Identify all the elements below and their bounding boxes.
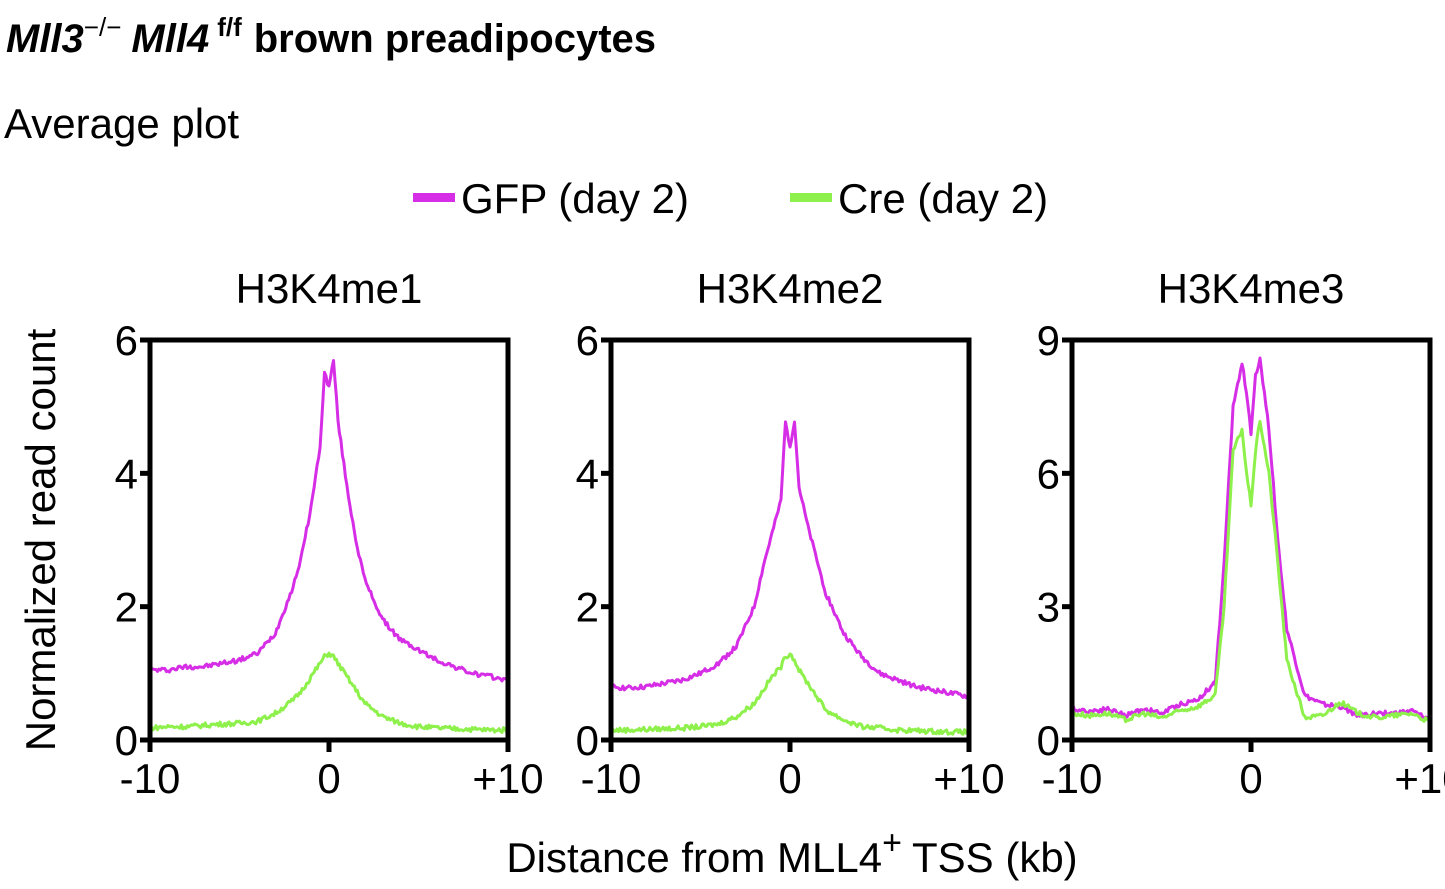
y-tick-label: 6 <box>115 317 138 364</box>
title-rest: brown preadipocytes <box>254 17 656 61</box>
x-tick-label: -10 <box>1042 755 1103 802</box>
title-gene2: Mll4 <box>131 17 209 61</box>
x-tick-label: +10 <box>1394 755 1445 802</box>
y-tick-label: 2 <box>576 584 599 631</box>
x-tick-label: -10 <box>120 755 181 802</box>
y-tick-label: 6 <box>576 317 599 364</box>
panel-title: H3K4me3 <box>1158 265 1345 312</box>
plot-frame <box>608 337 972 743</box>
x-tick-label: 0 <box>317 755 340 802</box>
x-axis-label: Distance from MLL4+ TSS (kb) <box>506 824 1077 881</box>
x-tick-label: -10 <box>581 755 642 802</box>
panel-title: H3K4me1 <box>236 265 423 312</box>
y-tick-label: 6 <box>1037 450 1060 497</box>
y-tick-label: 4 <box>576 450 599 497</box>
x-axis-label-sup: + <box>882 824 902 862</box>
y-axis-label: Normalized read count <box>17 328 64 751</box>
x-tick-label: +10 <box>472 755 543 802</box>
y-tick-label: 0 <box>115 717 138 764</box>
plot-frame <box>147 337 511 743</box>
subtitle: Average plot <box>4 100 239 147</box>
y-tick-label: 0 <box>576 717 599 764</box>
series-line-gfp <box>148 359 510 683</box>
x-tick-label: 0 <box>778 755 801 802</box>
title-sup2: f/f <box>217 12 242 42</box>
x-axis-label-main: Distance from MLL4 <box>506 834 882 881</box>
legend-swatch-gfp <box>413 193 455 202</box>
panel-title: H3K4me2 <box>697 265 884 312</box>
series-line-gfp <box>1071 356 1431 722</box>
series-line-cre <box>609 652 971 736</box>
y-tick-label: 2 <box>115 584 138 631</box>
series-line-cre <box>149 651 510 734</box>
legend-label-gfp: GFP (day 2) <box>461 175 689 222</box>
legend-swatch-cre <box>790 193 832 202</box>
legend-label-cre: Cre (day 2) <box>838 175 1048 222</box>
figure-title: Mll3−/− Mll4 f/f brown preadipocytes <box>6 12 656 61</box>
plot-frame <box>1069 337 1433 743</box>
y-tick-label: 3 <box>1037 584 1060 631</box>
series-line-gfp <box>610 420 970 700</box>
legend: GFP (day 2) Cre (day 2) <box>413 175 1048 222</box>
title-sup1: −/− <box>84 12 122 42</box>
y-tick-label: 0 <box>1037 717 1060 764</box>
x-tick-label: 0 <box>1239 755 1262 802</box>
y-tick-label: 9 <box>1037 317 1060 364</box>
x-axis-label-rest: TSS (kb) <box>912 834 1078 881</box>
y-tick-label: 4 <box>115 450 138 497</box>
title-gene1: Mll3 <box>6 17 84 61</box>
series-line-cre <box>1070 420 1432 724</box>
x-tick-label: +10 <box>933 755 1004 802</box>
